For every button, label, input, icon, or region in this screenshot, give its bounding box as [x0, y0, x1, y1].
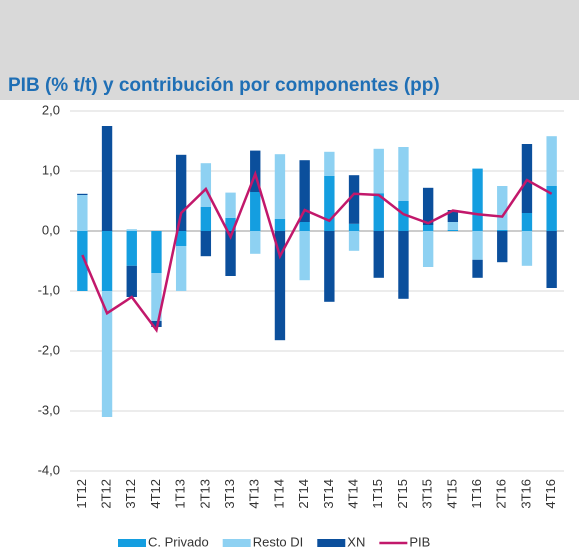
bar — [200, 163, 212, 207]
bar — [175, 154, 187, 231]
x-tick-label: 4T14 — [345, 479, 360, 509]
legend-swatch — [317, 539, 346, 547]
bar — [126, 265, 137, 297]
bar — [77, 231, 88, 291]
line — [81, 170, 553, 333]
x-tick-label: 3T13 — [222, 479, 237, 509]
legend-swatch — [118, 539, 146, 547]
bar — [324, 231, 335, 302]
bar — [101, 291, 113, 417]
bar — [521, 213, 533, 231]
x-tick-label: 1T13 — [173, 479, 188, 509]
bar — [225, 217, 236, 231]
y-tick-label: -1,0 — [38, 282, 60, 297]
bar — [398, 147, 409, 201]
y-tick-label: -2,0 — [38, 342, 60, 357]
bar — [373, 193, 384, 231]
bar — [422, 225, 434, 231]
x-tick-label: 2T14 — [296, 479, 311, 509]
bar — [472, 231, 483, 260]
bar — [225, 231, 236, 276]
bar — [521, 231, 533, 266]
bar — [521, 144, 533, 213]
y-tick-label: -4,0 — [38, 462, 60, 477]
header-band — [0, 0, 579, 100]
chart-title: PIB (% t/t) y contribución por component… — [8, 75, 440, 96]
bar — [151, 273, 162, 321]
x-tick-label: 2T15 — [395, 479, 410, 509]
bar — [348, 175, 360, 224]
bar — [77, 195, 88, 231]
x-tick-label: 4T15 — [444, 479, 459, 509]
bar — [299, 222, 310, 231]
y-tick-label: 2,0 — [42, 102, 60, 117]
bar — [447, 229, 459, 231]
x-tick-label: 1T16 — [469, 479, 484, 509]
bar — [348, 223, 360, 231]
bar — [546, 231, 557, 288]
x-tick-label: 1T15 — [370, 479, 385, 509]
x-tick-label: 1T14 — [271, 479, 286, 509]
bar — [151, 231, 162, 273]
legend-label: Resto DI — [253, 534, 304, 549]
bar — [126, 231, 137, 266]
bar — [546, 136, 557, 186]
bar — [546, 186, 557, 231]
x-tick-label: 2T12 — [98, 479, 113, 509]
bar — [324, 151, 335, 176]
bar — [324, 175, 335, 231]
bar — [77, 193, 88, 195]
bar — [447, 222, 459, 230]
x-tick-label: 4T12 — [148, 479, 163, 509]
bar — [497, 231, 508, 263]
bar — [373, 148, 384, 194]
bar — [250, 231, 261, 254]
bar — [200, 207, 212, 231]
bar — [126, 229, 137, 231]
bar — [447, 210, 459, 222]
bar — [200, 231, 212, 257]
legend-label: XN — [347, 534, 365, 549]
bar — [398, 201, 409, 231]
y-tick-label: 0,0 — [42, 222, 60, 237]
bar — [225, 192, 236, 218]
y-tick-label: 1,0 — [42, 162, 60, 177]
x-tick-label: 1T12 — [74, 479, 89, 509]
bar — [472, 168, 483, 231]
bar — [348, 231, 360, 251]
bar — [250, 192, 261, 231]
bar — [472, 259, 483, 278]
bar — [274, 231, 286, 341]
bar — [497, 229, 508, 231]
y-tick-label: -3,0 — [38, 402, 60, 417]
x-tick-label: 3T14 — [321, 479, 336, 509]
x-tick-label: 2T13 — [197, 479, 212, 509]
bar — [373, 231, 384, 278]
legend-swatch — [222, 539, 251, 547]
bar — [175, 231, 187, 246]
x-tick-label: 4T13 — [247, 479, 262, 509]
bar — [274, 154, 286, 219]
bar — [422, 231, 434, 267]
x-tick-label: 2T16 — [494, 479, 509, 509]
bar — [101, 126, 113, 231]
x-tick-label: 3T15 — [420, 479, 435, 509]
bar — [175, 246, 187, 291]
bar — [422, 187, 434, 225]
legend-label: PIB — [409, 534, 430, 549]
bar — [299, 231, 310, 281]
x-tick-label: 3T12 — [123, 479, 138, 509]
bar — [497, 186, 508, 230]
bar — [274, 219, 286, 231]
legend-label: C. Privado — [148, 534, 209, 549]
x-tick-label: 4T16 — [543, 479, 558, 509]
bar — [398, 231, 409, 299]
bar — [101, 231, 113, 291]
bar — [299, 160, 310, 222]
x-tick-label: 3T16 — [518, 479, 533, 509]
